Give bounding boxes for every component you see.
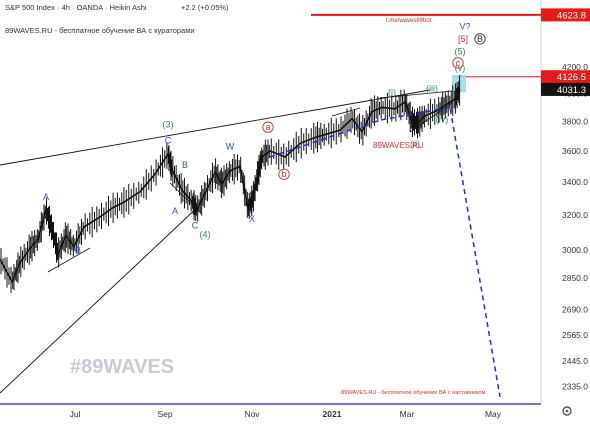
wave-circle [474, 33, 486, 45]
chart-subtitle: 89WAVES.RU - бесплатное обучение ВА с ку… [5, 26, 195, 35]
chart-grid [0, 0, 542, 405]
price-label: 4126.5 [557, 72, 586, 83]
wave-label: c [456, 58, 461, 68]
price-line [0, 89, 461, 283]
price-label: 4031.3 [557, 85, 586, 96]
time-axis[interactable]: Jul Sep Nov 2021 Mar May [70, 409, 502, 419]
x-tick-label: Jul [70, 409, 81, 419]
telegram-link[interactable]: t.me/waves89bot [386, 18, 432, 24]
trendline-lower [0, 204, 201, 394]
wave-label: (ii) [410, 139, 420, 149]
x-tick-label: May [485, 409, 502, 419]
y-tick-label: 3400.0 [562, 177, 588, 187]
y-tick-label: 2690.0 [562, 304, 588, 314]
price-series [0, 75, 501, 397]
watermark-text: #89WAVES [70, 356, 174, 378]
brand-mid-text: 89WAVES.RU [373, 141, 424, 150]
footer-text: 89WAVES.RU - бесплатное обучение ВА с на… [341, 390, 486, 396]
wave-circle [262, 121, 274, 133]
y-tick-label: 3000.0 [562, 245, 588, 255]
projection-line [269, 106, 501, 397]
wave-label: a [265, 122, 270, 132]
wave-label: X [249, 214, 255, 224]
channel-line [331, 107, 361, 117]
wave-label: (4) [200, 229, 211, 239]
wave-label: (iv) [436, 114, 449, 124]
x-tick-label: Sep [157, 409, 172, 419]
y-tick-label: 2445.0 [562, 356, 588, 366]
channel-line [47, 247, 91, 273]
y-tick-label: 4200.0 [562, 62, 588, 72]
wave-label: C [192, 221, 199, 231]
wave-label: W [226, 141, 235, 151]
wave-label: (3) [163, 119, 174, 129]
wave-label: C [165, 135, 172, 145]
change-readout: +2.2 (+0.05%) [181, 3, 229, 12]
wave-label: b [281, 169, 286, 179]
price-axis[interactable]: 2335.0 2445.0 2565.0 2690.0 2850.0 3000.0 3200… [541, 8, 590, 391]
gear-icon[interactable] [562, 406, 572, 416]
price-label-bg [541, 70, 590, 84]
wave-circle [278, 168, 290, 180]
trendline-upper [0, 89, 431, 166]
wave-label: B [182, 160, 188, 170]
y-tick-label: 3600.0 [562, 146, 588, 156]
price-label-bg [541, 82, 590, 96]
wave-label: B [477, 34, 483, 44]
y-tick-label: 2565.0 [562, 330, 588, 340]
wave-label: [5] [458, 34, 468, 44]
symbol-title[interactable]: S&P 500 Index · 4h · OANDA · Heikin Ashi [5, 3, 147, 12]
x-tick-label: Mar [400, 409, 415, 419]
wave-circle [452, 57, 464, 69]
x-tick-label: 2021 [323, 409, 342, 419]
x-tick-label: Nov [244, 409, 260, 419]
wave-labels: AB(3)CBAC(4)WXab(i)(ii)(iii)(iv)(v)c(5)[… [43, 22, 486, 256]
wave-label: (iii) [426, 84, 438, 94]
y-tick-label: 3200.0 [562, 210, 588, 220]
wave-label: V? [459, 22, 470, 32]
wave-label: A [43, 192, 49, 202]
wave-label: B [75, 246, 81, 256]
y-tick-label: 3800.0 [562, 117, 588, 127]
price-label: 4623.8 [557, 10, 586, 21]
wave-label: (5) [455, 46, 466, 56]
wave-label: A [172, 206, 178, 216]
price-label-bg [541, 8, 590, 22]
y-tick-label: 2850.0 [562, 273, 588, 283]
y-tick-label: 2335.0 [562, 381, 588, 391]
wave-label: (i) [388, 88, 396, 98]
